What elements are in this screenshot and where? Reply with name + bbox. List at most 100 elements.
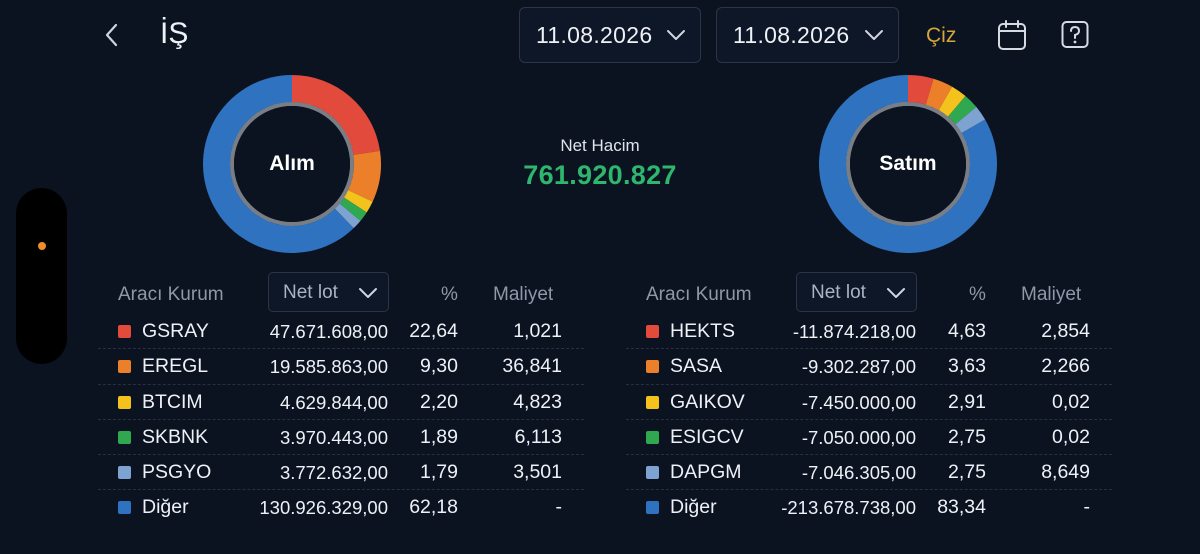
side-drawer-handle[interactable]: [16, 188, 67, 364]
buy-slice-0: [292, 75, 381, 155]
cost-cell: 3,501: [513, 461, 562, 484]
net-lot-sort-select[interactable]: Net lot: [268, 272, 389, 312]
buy-donut-chart: Alım: [202, 74, 382, 254]
sell-slice-2: [938, 86, 966, 117]
cost-cell: 36,841: [502, 355, 562, 378]
table-row[interactable]: PSGYO 3.772.632,00 1,79 3,501: [98, 455, 584, 491]
color-swatch: [646, 395, 659, 409]
percent-cell: 2,75: [948, 461, 986, 484]
symbol-cell: SASA: [670, 355, 723, 378]
net-lot-label: Net lot: [811, 282, 866, 303]
back-button[interactable]: [100, 20, 124, 50]
percent-cell: 22,64: [409, 320, 458, 342]
net-lot-cell: 130.926.329,00: [259, 497, 388, 519]
table-row[interactable]: SKBNK 3.970.443,00 1,89 6,113: [98, 420, 584, 456]
color-swatch: [646, 501, 659, 515]
symbol-cell: PSGYO: [142, 461, 212, 484]
symbol-cell: Diğer: [142, 496, 189, 519]
cost-column-header: Maliyet: [1021, 284, 1082, 305]
sell-slice-5: [819, 75, 997, 253]
color-swatch: [118, 360, 131, 374]
net-lot-label: Net lot: [283, 282, 338, 303]
sell-table: Aracı Kurum Net lot % Maliyet HEKTS -11.8…: [626, 272, 1112, 526]
calendar-icon: [998, 20, 1026, 50]
buy-donut-svg: [202, 75, 381, 253]
percent-cell: 9,30: [420, 355, 458, 378]
sell-donut-label: Satım: [879, 152, 937, 175]
net-lot-cell: 47.671.608,00: [269, 321, 388, 342]
percent-cell: 3,63: [948, 355, 986, 378]
cost-cell: 0,02: [1052, 425, 1090, 448]
net-lot-cell: -7.450.000,00: [801, 391, 916, 413]
table-row[interactable]: SASA -9.302.287,00 3,63 2,266: [626, 349, 1112, 385]
color-swatch: [118, 430, 131, 444]
sell-inner-ring: [846, 102, 970, 226]
percent-cell: 1,79: [420, 461, 458, 484]
buy-inner-ring: [230, 102, 354, 226]
percent-column-header: %: [969, 284, 986, 305]
draw-button[interactable]: Çiz: [926, 24, 957, 47]
percent-cell: 62,18: [409, 496, 458, 519]
percent-column-header: %: [441, 284, 458, 305]
help-icon: [1061, 21, 1089, 48]
net-lot-cell: -7.046.305,00: [801, 462, 916, 484]
table-row[interactable]: BTCIM 4.629.844,00 2,20 4,823: [98, 385, 584, 420]
help-button[interactable]: [1061, 20, 1089, 50]
buy-slice-3: [339, 197, 367, 221]
color-swatch: [118, 325, 131, 338]
table-row[interactable]: EREGL 19.585.863,00 9,30 36,841: [98, 349, 584, 385]
net-lot-cell: 3.970.443,00: [279, 426, 388, 448]
sell-center: [850, 106, 966, 222]
buy-table-body: GSRAY 47.671.608,00 22,64 1,021 EREGL 19.585.…: [98, 314, 584, 526]
buy-table-header: Aracı Kurum Net lot % Maliyet: [98, 272, 584, 314]
cost-cell: -: [555, 496, 563, 519]
percent-cell: 1,89: [420, 425, 458, 448]
cost-cell: 6,113: [514, 425, 562, 448]
color-swatch: [118, 501, 131, 515]
chevron-down-icon: [887, 288, 905, 298]
cost-cell: 2,854: [1041, 320, 1090, 342]
table-row[interactable]: DAPGM -7.046.305,00 2,75 8,649: [626, 455, 1112, 491]
cost-cell: 2,266: [1041, 355, 1090, 378]
table-row[interactable]: HEKTS -11.874.218,00 4,63 2,854: [626, 314, 1112, 350]
cost-cell: 8,649: [1041, 461, 1090, 484]
start-date-value: 11.08.2026: [536, 21, 653, 48]
symbol-cell: BTCIM: [142, 390, 203, 413]
chevron-down-icon: [667, 30, 685, 40]
symbol-cell: DAPGM: [670, 461, 742, 484]
cost-cell: 0,02: [1052, 390, 1090, 413]
net-volume-value: 761.920.827: [523, 160, 677, 190]
end-date-select[interactable]: 11.08.2026: [716, 7, 899, 63]
net-lot-sort-select[interactable]: Net lot: [796, 272, 917, 312]
color-swatch: [118, 466, 131, 480]
net-lot-cell: -9.302.287,00: [801, 356, 916, 378]
net-lot-cell: 4.629.844,00: [279, 391, 388, 413]
color-swatch: [646, 360, 659, 374]
sell-donut-svg: [819, 75, 997, 253]
net-lot-cell: -213.678.738,00: [781, 497, 916, 519]
chevron-down-icon: [359, 288, 377, 298]
table-row[interactable]: Diğer -213.678.738,00 83,34 -: [626, 490, 1112, 525]
sell-slice-0: [908, 75, 934, 105]
buy-slice-2: [344, 190, 373, 213]
buy-slice-1: [348, 150, 381, 202]
cost-cell: 4,823: [513, 390, 562, 413]
chevron-left-icon: [105, 23, 118, 47]
buy-donut-label: Alım: [269, 152, 315, 175]
table-row[interactable]: ESIGCV -7.050.000,00 2,75 0,02: [626, 420, 1112, 456]
table-row[interactable]: Diğer 130.926.329,00 62,18 -: [98, 490, 584, 525]
color-swatch: [118, 395, 131, 409]
cost-cell: -: [1083, 496, 1091, 519]
sell-table-body: HEKTS -11.874.218,00 4,63 2,854 SASA -9.302.2…: [626, 314, 1112, 526]
broker-column-header: Aracı Kurum: [118, 284, 224, 305]
table-row[interactable]: GSRAY 47.671.608,00 22,64 1,021: [98, 314, 584, 350]
table-row[interactable]: GAIKOV -7.450.000,00 2,91 0,02: [626, 385, 1112, 420]
broker-column-header: Aracı Kurum: [646, 284, 752, 305]
color-swatch: [646, 466, 659, 480]
start-date-select[interactable]: 11.08.2026: [519, 7, 701, 63]
buy-center: [234, 106, 350, 222]
calendar-button[interactable]: [997, 19, 1027, 51]
net-lot-cell: -11.874.218,00: [792, 321, 916, 342]
symbol-cell: HEKTS: [670, 320, 736, 342]
percent-cell: 4,63: [948, 320, 986, 342]
